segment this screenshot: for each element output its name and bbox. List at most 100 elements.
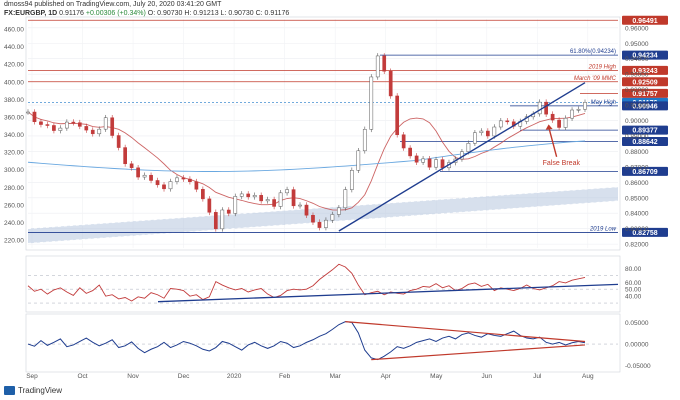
candle-body [233,196,238,214]
level-price-tag [622,137,668,147]
rsi-trendline [157,283,619,303]
left-axis-tick: 440.00 [4,44,24,51]
fib-level-label: 61.80%(0.94234) [570,49,616,55]
candle-body [188,178,192,182]
candle-body [414,155,419,163]
left-axis-tick: 400.00 [4,79,24,86]
candle-body [97,128,102,135]
candle-body [45,124,50,126]
x-axis-tick: May [430,373,443,380]
short-moving-average [27,111,586,211]
candle-body [129,163,134,169]
oscillator-series: 0.05000 0.00000 -0.05000 [27,320,651,370]
price-change: +0.00306 (+0.34%) [85,10,146,17]
candle-body [278,192,283,207]
left-axis-tick: 300.00 [4,167,24,174]
candle-body [466,142,471,152]
candle-body [201,189,205,200]
left-axis-tick: 420.00 [4,62,24,69]
right-axis-tick: 0.82000 [625,242,649,249]
right-axis-tick: 0.92000 [625,87,649,94]
x-axis-tick: Mar [330,373,342,380]
ohlc-values: O: 0.90730 H: 0.91213 L: 0.90730 C: 0.91… [147,10,290,17]
candle-body [298,204,302,207]
left-axis-tick: 280.00 [4,185,24,192]
candle-body [285,189,289,194]
rsi-axis-tick: 60.00 [625,280,642,287]
osc-axis-tick: -0.05000 [625,363,651,370]
level-price-label: 0.88642 [632,139,657,146]
x-axis-tick: 2020 [227,373,242,380]
level-price-label: 0.91757 [632,91,657,98]
right-axis-tick: 0.95000 [625,41,649,48]
trendlines [338,82,586,232]
level-price-tag [622,101,668,111]
candle-body [168,181,173,190]
channel-band-fill [28,186,618,244]
level-price-tag [622,227,668,237]
candle-body [337,207,341,215]
candle-body [369,76,374,130]
x-axis-tick: Sep [26,373,38,380]
osc-triangle-lower [371,344,586,361]
left-axis-tick: 220.00 [4,238,24,245]
level-price-label: 0.92509 [632,79,657,86]
candle-body [330,214,335,221]
candle-body [272,199,276,207]
publisher-header: dmoss94 published on TradingView.com, Ju… [4,1,222,8]
candle-body [265,199,270,202]
candle-body [58,127,63,131]
symbol-label[interactable]: FX:EURGBP, 1D [4,10,58,17]
left-axis-tick: 340.00 [4,132,24,139]
right-axis-tick: 0.90000 [625,118,649,125]
candle-body [440,159,445,169]
candle-body [479,130,484,133]
level-price-tag [622,65,668,75]
candle-body [155,180,160,186]
candle-body [162,184,166,190]
candle-body [26,111,30,114]
candle-body [349,170,354,190]
false-break-label: False Break [543,160,581,167]
candle-body [356,150,361,171]
candle-body [434,159,438,168]
candle-body [32,111,37,123]
candle-body [52,125,56,131]
candle-body [175,177,179,182]
last-price: 0.91176 [59,10,84,17]
candle-body [317,221,322,228]
candle-body [544,101,548,115]
channel-lower-edge [27,200,619,244]
right-axis-tick: 0.91000 [625,103,649,110]
candle-body [77,122,82,127]
candle-body [421,158,425,163]
level-note: May High [591,100,617,106]
candle-body [259,195,264,202]
candle-body [103,117,108,130]
rsi-axis-tick: 40.00 [625,294,642,301]
level-price-label: 0.89377 [632,128,657,135]
x-axis-tick: Jun [482,373,493,380]
candle-body [246,193,251,198]
candle-body [550,113,555,121]
right-axis-tick: 0.87000 [625,164,649,171]
candle-body [213,212,218,230]
candle-body [388,70,393,97]
candle-body [39,121,43,125]
level-price-label: 0.82758 [632,230,657,237]
candle-body [583,102,587,110]
rsi-panel [25,255,621,313]
right-axis-tick: 0.88000 [625,149,649,156]
axis-labels: 220.00 240.00 260.00 280.00 300.00 320.00 340.… [4,25,649,380]
candle-body [427,158,432,168]
level-price-label: 0.93243 [632,68,657,75]
candle-body [408,147,412,157]
candle-body [220,209,225,230]
candle-body [492,126,497,137]
right-axis-tick: 0.89000 [625,133,649,140]
osc-axis-tick: 0.05000 [625,320,649,327]
level-note: 2019 High [588,64,617,70]
